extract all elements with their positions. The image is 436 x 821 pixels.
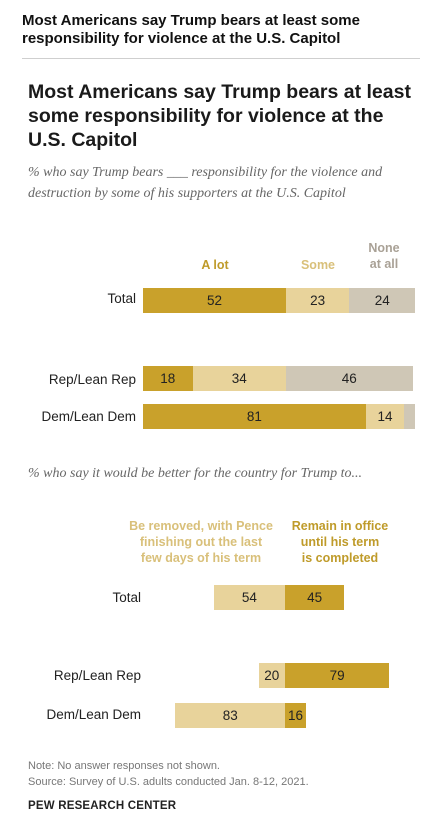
- chart1-row-label-dem: Dem/Lean Dem: [41, 409, 136, 424]
- note-text: Note: No answer responses not shown.: [28, 760, 220, 772]
- chart2-subtitle: % who say it would be better for the cou…: [28, 466, 363, 481]
- legend-removed-line3: few days of his term: [140, 551, 262, 565]
- title-divider: [22, 58, 420, 59]
- chart1-bar-dem-some: 14: [365, 404, 405, 429]
- chart1-row-label-total: Total: [107, 291, 136, 306]
- page-title: Most Americans say Trump bears at least …: [22, 12, 360, 47]
- chart1-bar-rep-some: 34: [192, 366, 286, 391]
- chart1-bar-dem-a-lot: 81: [143, 404, 366, 429]
- footnotes: Note: No answer responses not shown. Sou…: [28, 758, 423, 790]
- legend-be-removed: Be removed, with Pence finishing out the…: [118, 518, 284, 566]
- legend-remain-line2: until his term: [300, 535, 380, 549]
- chart2-bar-rep-removed: 20: [258, 663, 285, 688]
- chart1-bar-total-none-at-all: 24: [349, 288, 416, 313]
- chart2-bar-rep-remain: 79: [285, 663, 390, 688]
- legend-removed-line2: finishing out the last: [139, 535, 263, 549]
- chart1-bar-rep-a-lot: 18: [143, 366, 193, 391]
- legend-none-line2: at all: [369, 257, 399, 271]
- legend-remain-line3: is completed: [301, 551, 379, 565]
- chart2-bar-total-remain: 45: [285, 585, 345, 610]
- chart2-bar-dem-removed: 83: [175, 703, 285, 728]
- chart1-bar-total-some: 23: [286, 288, 350, 313]
- legend-a-lot: A lot: [201, 258, 229, 272]
- chart1-subtitle: % who say Trump bears ___ responsibility…: [28, 165, 383, 201]
- org-credit: PEW RESEARCH CENTER: [28, 800, 177, 812]
- chart2-row-label-total: Total: [112, 590, 141, 605]
- chart1-row-label-rep: Rep/Lean Rep: [48, 372, 136, 387]
- source-text: Source: Survey of U.S. adults conducted …: [28, 776, 309, 788]
- chart2-bar-total-removed: 54: [213, 585, 285, 610]
- chart1-bar-dem-none-at-all: [404, 404, 416, 429]
- legend-some: Some: [300, 258, 336, 272]
- chart-title: Most Americans say Trump bears at least …: [28, 81, 411, 151]
- chart1-bar-total-a-lot: 52: [143, 288, 286, 313]
- legend-remain-line1: Remain in office: [291, 519, 389, 533]
- legend-remain-in-office: Remain in office until his term is compl…: [290, 518, 390, 566]
- legend-none-at-all: None at all: [358, 240, 410, 272]
- legend-none-line1: None: [368, 241, 400, 255]
- chart2-row-label-dem: Dem/Lean Dem: [46, 707, 141, 722]
- legend-removed-line1: Be removed, with Pence: [129, 519, 273, 533]
- chart2-row-label-rep: Rep/Lean Rep: [53, 668, 141, 683]
- chart1-bar-rep-none-at-all: 46: [286, 366, 413, 391]
- chart2-bar-dem-remain: 16: [285, 703, 307, 728]
